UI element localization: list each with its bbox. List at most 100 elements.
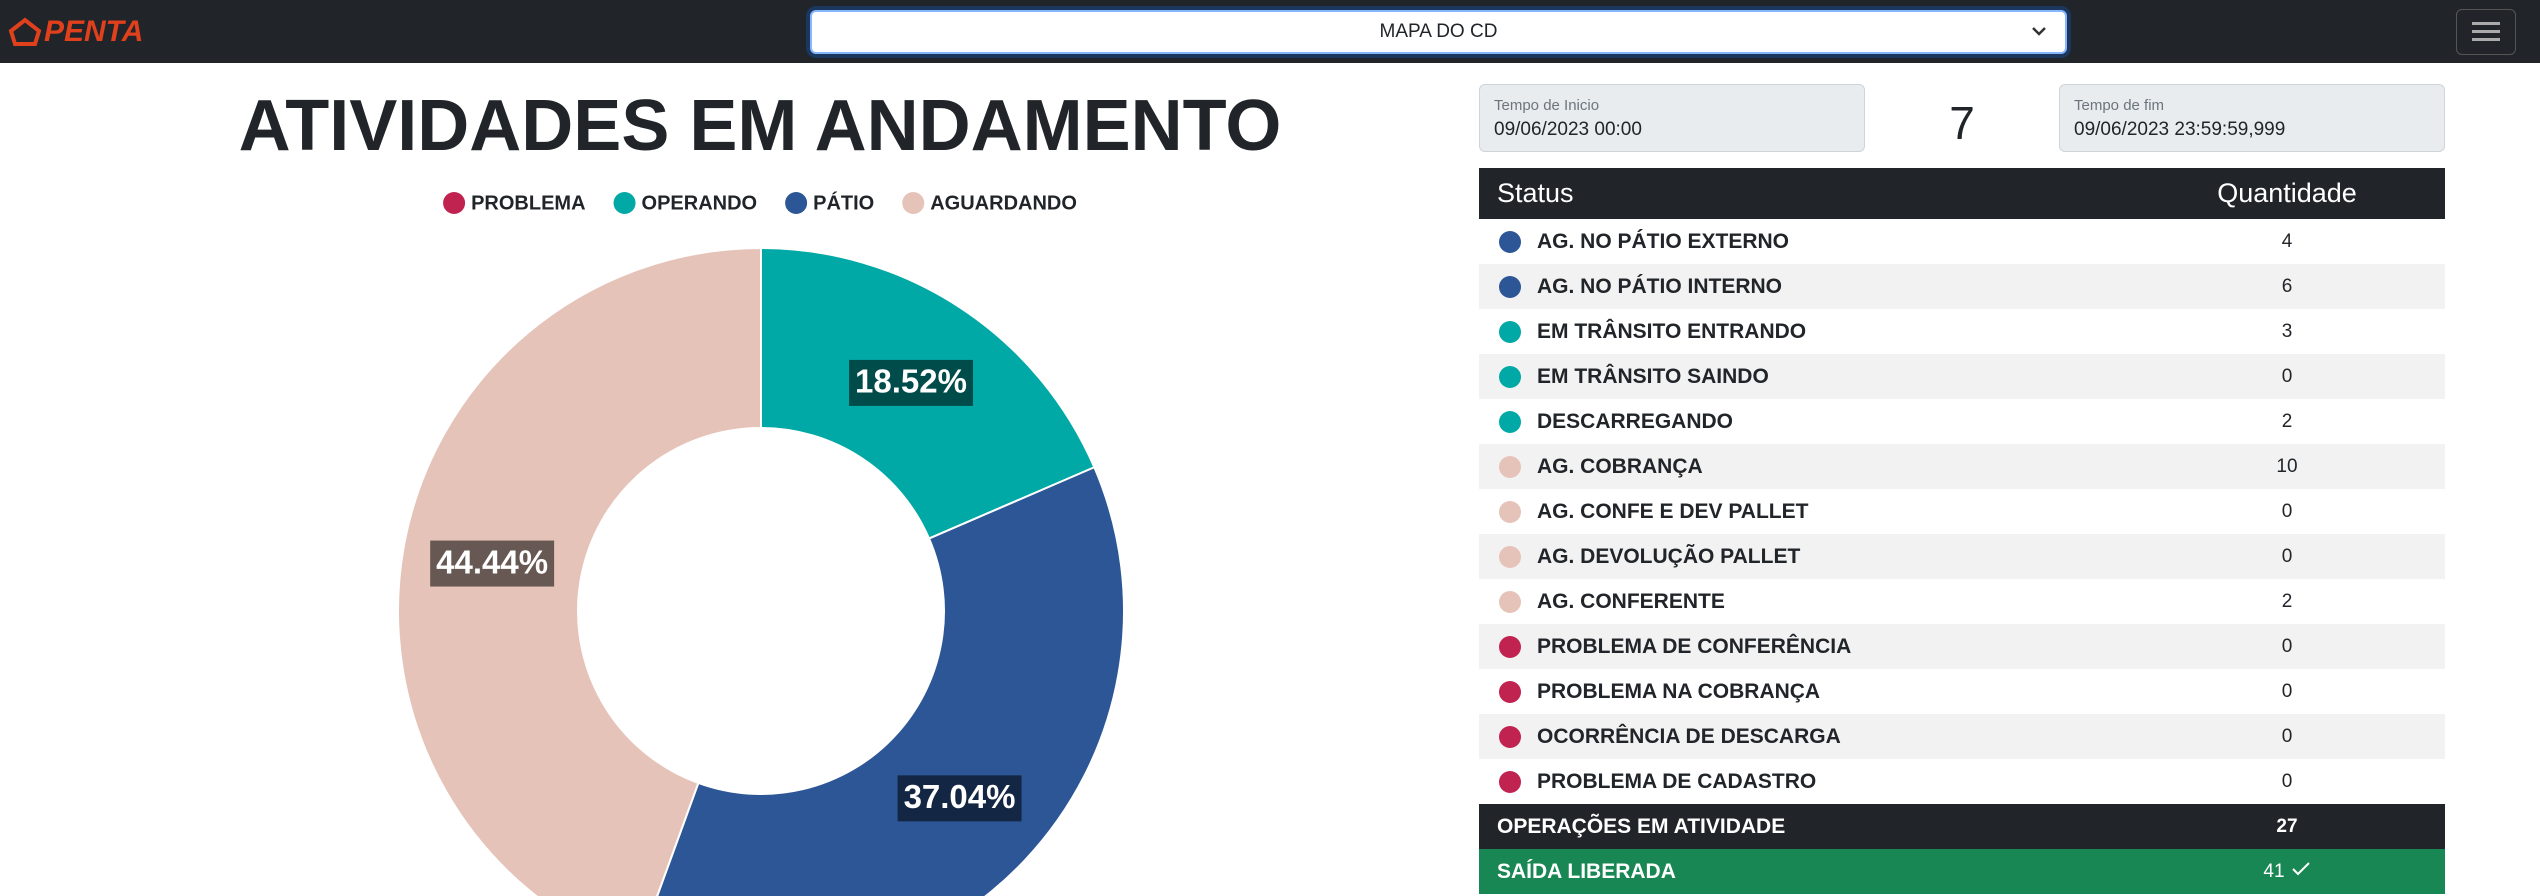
status-dot bbox=[1499, 771, 1521, 793]
total-value: 27 bbox=[2276, 815, 2298, 837]
header-quantity: Quantidade bbox=[2217, 178, 2357, 208]
donut-slice bbox=[396, 246, 762, 896]
data-label: 44.44% bbox=[430, 540, 555, 587]
data-label-text: 37.04% bbox=[904, 778, 1016, 815]
logo bbox=[8, 17, 42, 46]
status-dot bbox=[1499, 366, 1521, 388]
status-name: DESCARREGANDO bbox=[1537, 409, 1734, 433]
status-dot bbox=[1499, 276, 1521, 298]
legend-swatch bbox=[902, 192, 925, 214]
status-name: AG. COBRANÇA bbox=[1537, 454, 1703, 478]
status-name: AG. CONFE E DEV PALLET bbox=[1537, 499, 1809, 523]
donut-slice bbox=[656, 465, 1125, 896]
quantity: 0 bbox=[2281, 725, 2293, 747]
data-label: 37.04% bbox=[897, 775, 1022, 822]
chart: ATIVIDADES EM ANDAMENTO PROBLEMA OPERANDO… bbox=[239, 86, 1281, 896]
total-number: 41 bbox=[2263, 860, 2285, 882]
table-row: DESCARREGANDO 2 bbox=[1479, 399, 2445, 444]
status-dot bbox=[1499, 456, 1521, 478]
table-row: AG. COBRANÇA 10 bbox=[1479, 444, 2445, 489]
brand[interactable]: PENTA bbox=[8, 12, 143, 52]
total-label: SAÍDA LIBERADA bbox=[1497, 859, 1676, 883]
status-name: AG. NO PÁTIO INTERNO bbox=[1537, 274, 1783, 298]
start-label: Tempo de Inicio bbox=[1494, 97, 1600, 114]
total-row: OPERAÇÕES EM ATIVIDADE 27 bbox=[1479, 804, 2445, 849]
end-label: Tempo de fim bbox=[2074, 97, 2165, 114]
status-name: OCORRÊNCIA DE DESCARGA bbox=[1537, 724, 1841, 748]
status-dot bbox=[1499, 411, 1521, 433]
status-name: AG. NO PÁTIO EXTERNO bbox=[1537, 229, 1790, 253]
status-dot bbox=[1499, 591, 1521, 613]
header-status: Status bbox=[1497, 178, 1574, 208]
quantity: 0 bbox=[2281, 680, 2293, 702]
status-name: EM TRÂNSITO ENTRANDO bbox=[1537, 319, 1807, 343]
table-row: AG. NO PÁTIO INTERNO 6 bbox=[1479, 264, 2445, 309]
quantity: 0 bbox=[2281, 635, 2293, 657]
check-icon bbox=[2291, 861, 2310, 875]
dropdown[interactable]: MAPA DO CD bbox=[810, 10, 2067, 54]
table-row: EM TRÂNSITO SAINDO 0 bbox=[1479, 354, 2445, 399]
quantity: 2 bbox=[2281, 590, 2293, 612]
quantity: 10 bbox=[2276, 455, 2298, 477]
total-row: SAÍDA LIBERADA 41 bbox=[1479, 849, 2445, 894]
status-name: AG. DEVOLUÇÃO PALLET bbox=[1537, 544, 1801, 568]
table-row: AG. CONFE E DEV PALLET 0 bbox=[1479, 489, 2445, 534]
chevron bbox=[2032, 27, 2046, 36]
table-row: PROBLEMA DE CADASTRO 0 bbox=[1479, 759, 2445, 804]
menu-button[interactable] bbox=[2456, 9, 2516, 55]
status-dot bbox=[1499, 636, 1521, 658]
table-row: PROBLEMA DE CONFERÊNCIA 0 bbox=[1479, 624, 2445, 669]
status-name: PROBLEMA NA COBRANÇA bbox=[1537, 679, 1821, 703]
status-name: AG. CONFERENTE bbox=[1537, 589, 1725, 613]
status-dot bbox=[1499, 546, 1521, 568]
table-row: PROBLEMA NA COBRANÇA 0 bbox=[1479, 669, 2445, 714]
legend: PROBLEMA OPERANDO PÁTIO AGUARDANDO bbox=[443, 191, 1077, 214]
legend-label: PROBLEMA bbox=[471, 192, 585, 214]
count: 7 bbox=[1949, 97, 1975, 149]
quantity: 6 bbox=[2281, 275, 2293, 297]
quantity: 4 bbox=[2281, 230, 2293, 252]
status-name: PROBLEMA DE CONFERÊNCIA bbox=[1537, 634, 1852, 658]
data-label-shade bbox=[849, 359, 973, 406]
table-row: EM TRÂNSITO ENTRANDO 3 bbox=[1479, 309, 2445, 354]
brand-text: PENTA bbox=[44, 15, 144, 48]
legend-label: OPERANDO bbox=[642, 192, 758, 214]
total-label: OPERAÇÕES EM ATIVIDADE bbox=[1497, 814, 1786, 838]
legend-label: AGUARDANDO bbox=[930, 192, 1077, 214]
dropdown-text: MAPA DO CD bbox=[1379, 21, 1498, 42]
legend-swatch bbox=[785, 192, 808, 214]
data-label: 18.52% bbox=[849, 359, 973, 406]
data-label-shade bbox=[897, 775, 1022, 822]
quantity: 0 bbox=[2281, 770, 2293, 792]
status-dot bbox=[1499, 501, 1521, 523]
status-dot bbox=[1499, 726, 1521, 748]
quantity: 2 bbox=[2281, 410, 2293, 432]
table-row: AG. CONFERENTE 2 bbox=[1479, 579, 2445, 624]
end-value: 09/06/2023 23:59:59,999 bbox=[2074, 119, 2286, 140]
table-header: Status Quantidade bbox=[1479, 168, 2445, 219]
quantity: 0 bbox=[2281, 545, 2293, 567]
end-time-field: Tempo de fim 09/06/2023 23:59:59,999 bbox=[2059, 84, 2445, 152]
legend-swatch bbox=[613, 192, 636, 214]
legend-swatch bbox=[443, 192, 466, 214]
quantity: 3 bbox=[2281, 320, 2293, 342]
status-name: EM TRÂNSITO SAINDO bbox=[1537, 364, 1769, 388]
table-row: AG. DEVOLUÇÃO PALLET 0 bbox=[1479, 534, 2445, 579]
navbar: PENTA MAPA DO CD bbox=[0, 0, 2540, 63]
quantity: 0 bbox=[2281, 365, 2293, 387]
start-time-field: Tempo de Inicio 09/06/2023 00:00 bbox=[1479, 84, 1865, 152]
quantity: 0 bbox=[2281, 500, 2293, 522]
status-dot bbox=[1499, 321, 1521, 343]
status-dot bbox=[1499, 681, 1521, 703]
table-row: AG. NO PÁTIO EXTERNO 4 bbox=[1479, 219, 2445, 264]
data-label-text: 44.44% bbox=[436, 543, 548, 580]
data-label-shade bbox=[430, 540, 555, 587]
legend-label: PÁTIO bbox=[813, 191, 874, 214]
data-label-text: 18.52% bbox=[855, 363, 967, 400]
status-dot bbox=[1499, 231, 1521, 253]
start-value: 09/06/2023 00:00 bbox=[1494, 119, 1642, 140]
status-table: Status Quantidade AG. NO PÁTIO EXTERNO 4 A… bbox=[1479, 168, 2445, 894]
table-row: OCORRÊNCIA DE DESCARGA 0 bbox=[1479, 714, 2445, 759]
total-value: 41 bbox=[2237, 861, 2337, 883]
